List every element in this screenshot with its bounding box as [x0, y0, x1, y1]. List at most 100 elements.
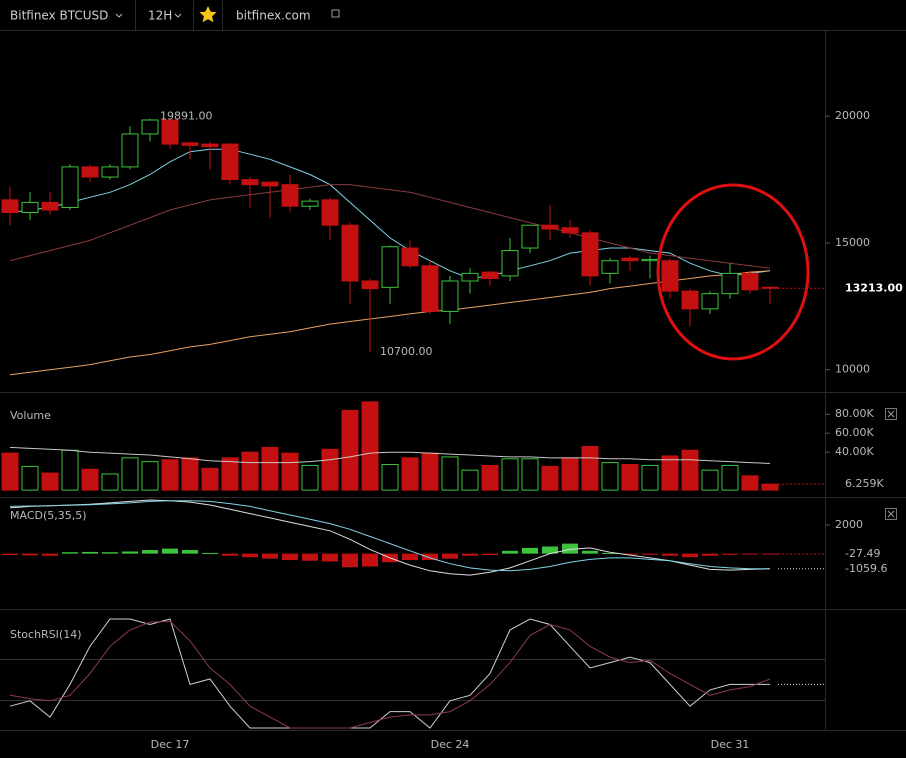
volume-bar [461, 469, 479, 491]
histogram-bar [562, 543, 578, 554]
histogram-bar [462, 553, 478, 556]
volume-bar [361, 401, 379, 491]
volume-bar [701, 469, 719, 491]
volume-bar [121, 457, 139, 491]
histogram-bar [22, 553, 38, 556]
candle-body [641, 258, 659, 262]
histogram-bar [742, 553, 758, 555]
volume-bar [241, 451, 259, 491]
y-tick-label: 15000 [835, 236, 870, 249]
site-link[interactable]: bitfinex.com [236, 9, 311, 23]
indicator-line [9, 148, 771, 280]
histogram-bar [642, 553, 658, 555]
volume-bar [141, 461, 159, 491]
volume-bar [441, 456, 459, 491]
volume-bar [501, 458, 519, 491]
histogram-bar [342, 553, 358, 568]
volume-bar [281, 452, 299, 491]
candle-body [261, 181, 279, 187]
volume-bar [621, 463, 639, 491]
volume-bar [81, 468, 99, 491]
panel-title: Volume [10, 409, 51, 422]
indicator-line [9, 270, 771, 376]
low-label: 10700.00 [380, 345, 433, 358]
histogram-bar [282, 553, 298, 561]
toolbar: Bitfinex BTCUSD 12H bitfinex.com [0, 0, 906, 31]
candle-body [581, 232, 599, 277]
close-button[interactable] [885, 508, 897, 520]
histogram-bar [682, 553, 698, 558]
histogram-bar [202, 552, 218, 554]
last-value-label: 6.259K [845, 477, 884, 490]
y-tick-label: 2000 [835, 518, 863, 531]
histogram-bar [482, 553, 498, 556]
histogram-bar [262, 553, 278, 559]
histogram-bar [602, 552, 618, 554]
candle-body [41, 201, 59, 211]
last-value-label: -1059.6 [845, 562, 887, 575]
candle-body [721, 272, 739, 295]
interval-selector[interactable]: 12H [148, 9, 172, 23]
volume-bar [101, 473, 119, 491]
volume-bar [421, 452, 439, 491]
chevron-icon [174, 13, 182, 18]
volume-bar [1, 452, 19, 491]
volume-bar [681, 449, 699, 491]
volume-bar [181, 457, 199, 491]
histogram-bar [522, 547, 538, 554]
volume-bar [581, 445, 599, 491]
histogram-bar [322, 553, 338, 562]
high-label: 19891.00 [160, 110, 213, 123]
candle-body [441, 280, 459, 312]
histogram-bar [362, 553, 378, 567]
histogram-bar [2, 553, 18, 556]
histogram-bar [582, 550, 598, 554]
x-tick-label: Dec 17 [151, 738, 190, 751]
candle-body [241, 179, 259, 186]
histogram-bar [622, 553, 638, 555]
candle-body [401, 247, 419, 267]
candle-body [341, 224, 359, 282]
histogram-bar [422, 553, 438, 561]
volume-bar [221, 457, 239, 491]
y-tick-label: 40.00K [835, 445, 874, 458]
volume-bar [601, 462, 619, 491]
volume-bar [481, 464, 499, 491]
volume-bar [381, 463, 399, 491]
candle-body [461, 272, 479, 282]
close-button[interactable] [885, 408, 897, 420]
volume-bar [301, 464, 319, 491]
volume-bar [661, 455, 679, 491]
y-tick-label: 10000 [835, 363, 870, 376]
chevron-icon [115, 13, 123, 18]
candle-body [121, 133, 139, 168]
histogram-bar [662, 553, 678, 556]
external-link-icon [331, 9, 340, 18]
histogram-bar [302, 553, 318, 561]
volume-bar [41, 472, 59, 491]
candle-body [501, 250, 519, 277]
symbol-selector[interactable]: Bitfinex BTCUSD [10, 9, 108, 23]
candle-body [161, 119, 179, 145]
candle-body [681, 290, 699, 310]
candle-body [561, 227, 579, 234]
histogram-bar [722, 553, 738, 555]
favorite-star[interactable] [199, 6, 217, 23]
indicator-line [9, 499, 771, 576]
histogram-bar [242, 553, 258, 558]
histogram-bar [62, 552, 78, 554]
candle-body [321, 199, 339, 226]
volume-bar [61, 449, 79, 491]
highlight-circle [656, 183, 810, 361]
candle-body [661, 260, 679, 292]
candle-body [701, 293, 719, 310]
candle-body [141, 119, 159, 135]
candle-body [81, 166, 99, 178]
candle-body [741, 272, 759, 291]
volume-bar [201, 467, 219, 491]
volume-bar [261, 446, 279, 491]
x-tick-label: Dec 31 [711, 738, 750, 751]
candle-body [601, 260, 619, 274]
